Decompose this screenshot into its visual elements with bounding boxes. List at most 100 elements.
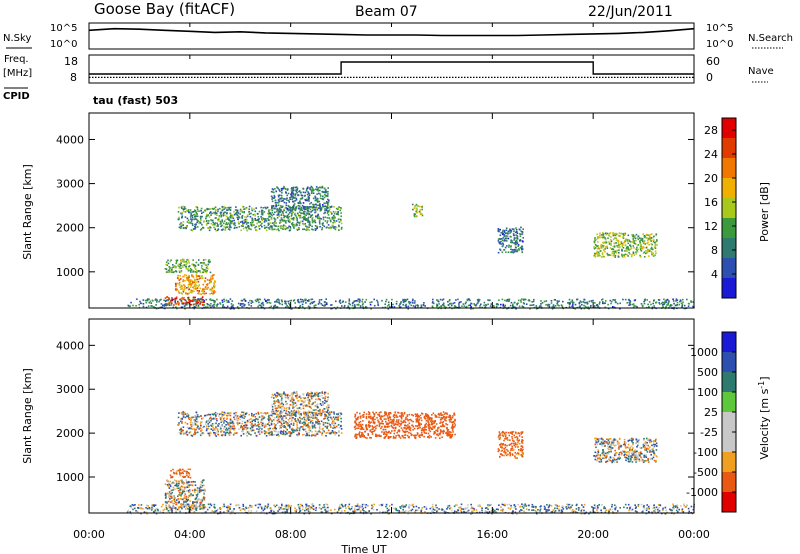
velocity-echo-cell bbox=[328, 422, 331, 425]
power-echo-cell bbox=[663, 303, 666, 305]
power-echo-cell bbox=[384, 303, 386, 305]
velocity-echo-cell bbox=[185, 490, 187, 492]
power-echo-cell bbox=[195, 211, 198, 214]
velocity-echo-cell bbox=[307, 425, 310, 427]
velocity-echo-cell bbox=[193, 428, 195, 430]
velocity-echo-cell bbox=[272, 394, 275, 397]
power-echo-cell bbox=[280, 209, 283, 212]
power-echo-cell bbox=[168, 297, 170, 299]
power-echo-cell bbox=[680, 300, 682, 302]
velocity-echo-cell bbox=[199, 484, 202, 486]
power-echo-cell bbox=[295, 207, 298, 209]
power-echo-cell bbox=[192, 270, 195, 272]
velocity-echo-cell bbox=[239, 416, 241, 418]
power-echo-cell bbox=[165, 268, 168, 270]
power-echo-cell bbox=[191, 229, 194, 232]
power-echo-cell bbox=[670, 304, 673, 307]
power-echo-cell bbox=[411, 299, 414, 302]
velocity-echo-cell bbox=[270, 419, 273, 421]
velocity-echo-cell bbox=[279, 406, 282, 409]
power-echo-cell bbox=[656, 244, 658, 246]
velocity-echo-cell bbox=[271, 420, 273, 422]
power-echo-cell bbox=[417, 306, 419, 308]
power-echo-cell bbox=[184, 285, 186, 288]
power-echo-cell bbox=[170, 304, 173, 306]
velocity-echo-cell bbox=[295, 396, 298, 398]
power-echo-cell bbox=[648, 301, 651, 303]
velocity-echo-cell bbox=[195, 428, 197, 431]
velocity-echo-cell bbox=[327, 416, 330, 418]
power-colorbar-segment bbox=[722, 218, 736, 239]
velocity-echo-cell bbox=[356, 411, 358, 414]
velocity-echo-cell bbox=[310, 434, 313, 437]
power-echo-cell bbox=[173, 271, 175, 273]
power-echo-cell bbox=[239, 302, 242, 305]
power-echo-cell bbox=[593, 305, 596, 307]
velocity-echo-cell bbox=[275, 409, 277, 412]
power-echo-cell bbox=[281, 303, 283, 306]
power-echo-cell bbox=[283, 209, 285, 212]
power-echo-cell bbox=[288, 201, 291, 203]
power-echo-cell bbox=[180, 299, 183, 302]
power-echo-cell bbox=[611, 300, 613, 303]
velocity-echo-cell bbox=[251, 426, 253, 428]
velocity-echo-cell bbox=[258, 423, 260, 426]
power-echo-cell bbox=[188, 302, 190, 305]
velocity-echo-cell bbox=[185, 498, 188, 500]
velocity-echo-cell bbox=[184, 505, 187, 507]
power-echo-cell bbox=[175, 285, 177, 288]
power-echo-cell bbox=[206, 265, 209, 267]
velocity-echo-cell bbox=[244, 413, 246, 416]
power-echo-cell bbox=[223, 225, 225, 228]
velocity-echo-cell bbox=[308, 400, 311, 402]
velocity-echo-cell bbox=[281, 402, 283, 404]
power-echo-cell bbox=[221, 221, 224, 223]
velocity-echo-cell bbox=[308, 431, 310, 434]
power-echo-cell bbox=[268, 209, 270, 211]
power-echo-cell bbox=[520, 246, 523, 249]
velocity-echo-cell bbox=[186, 434, 189, 436]
power-echo-cell bbox=[405, 305, 408, 308]
power-echo-cell bbox=[347, 305, 349, 307]
power-echo-cell bbox=[207, 214, 209, 217]
power-echo-cell bbox=[168, 302, 171, 304]
velocity-echo-cell bbox=[202, 416, 205, 419]
power-echo-cell bbox=[171, 302, 173, 304]
power-echo-cell bbox=[297, 213, 299, 216]
power-echo-cell bbox=[300, 212, 302, 215]
power-echo-cell bbox=[311, 228, 313, 231]
power-echo-cell bbox=[219, 303, 222, 305]
power-echo-cell bbox=[257, 225, 260, 228]
power-echo-cell bbox=[650, 251, 653, 253]
velocity-echo-cell bbox=[431, 414, 433, 416]
power-echo-cell bbox=[572, 304, 574, 306]
power-echo-cell bbox=[598, 248, 601, 250]
power-echo-cell bbox=[521, 231, 523, 233]
power-echo-cell bbox=[362, 306, 364, 308]
power-echo-cell bbox=[264, 218, 266, 220]
power-echo-cell bbox=[234, 224, 236, 227]
velocity-echo-cell bbox=[187, 486, 190, 488]
power-echo-cell bbox=[252, 213, 254, 216]
power-echo-cell bbox=[178, 226, 181, 229]
velocity-echo-cell bbox=[291, 429, 294, 431]
power-echo-cell bbox=[415, 210, 417, 213]
power-echo-cell bbox=[232, 306, 234, 308]
power-echo-cell bbox=[295, 197, 298, 200]
velocity-echo-cell bbox=[395, 435, 397, 437]
power-echo-cell bbox=[281, 211, 284, 213]
power-echo-cell bbox=[217, 208, 219, 211]
power-echo-cell bbox=[293, 299, 296, 301]
velocity-echo-cell bbox=[262, 422, 264, 425]
power-echo-cell bbox=[194, 266, 196, 269]
velocity-echo-cell bbox=[327, 396, 329, 399]
velocity-echo-cell bbox=[354, 414, 357, 417]
velocity-echo-cell bbox=[207, 427, 210, 430]
power-echo-cell bbox=[206, 222, 208, 225]
power-echo-cell bbox=[190, 303, 192, 306]
velocity-echo-cell bbox=[305, 413, 307, 416]
power-echo-cell bbox=[286, 189, 289, 191]
velocity-echo-cell bbox=[288, 435, 291, 437]
power-echo-cell bbox=[237, 212, 240, 214]
power-echo-cell bbox=[324, 208, 326, 210]
